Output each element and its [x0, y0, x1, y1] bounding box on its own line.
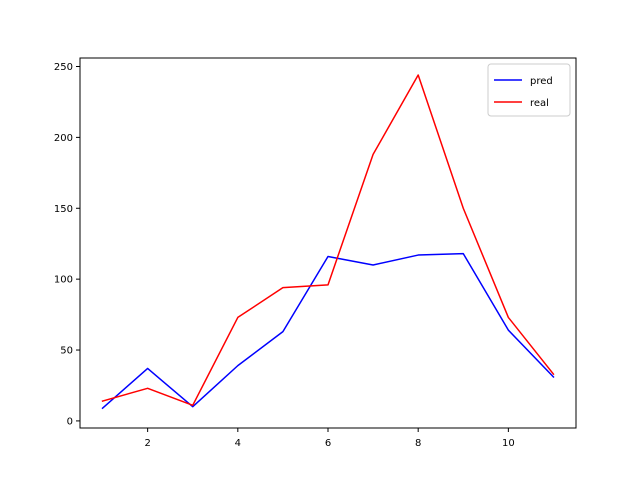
- y-tick-label: 200: [54, 133, 73, 144]
- y-tick-label: 250: [54, 62, 73, 73]
- legend-label-pred: pred: [530, 76, 553, 87]
- legend-label-real: real: [530, 98, 549, 109]
- series-lines: [101, 74, 555, 410]
- series-line-pred: [101, 252, 555, 410]
- y-tick-label: 0: [67, 416, 73, 427]
- plot-area: [80, 58, 576, 428]
- x-axis-ticks: 2 4 6 8 10: [144, 428, 515, 449]
- x-tick-label: 8: [415, 438, 421, 449]
- legend-box: [487, 63, 571, 117]
- legend: pred real: [487, 63, 571, 117]
- y-tick-label: 100: [54, 275, 73, 286]
- x-tick-label: 10: [502, 438, 515, 449]
- plot-frame: [79, 57, 577, 429]
- y-tick-label: 150: [54, 204, 73, 215]
- series-line-real: [101, 74, 555, 407]
- x-tick-label: 2: [144, 438, 150, 449]
- x-tick-label: 4: [235, 438, 241, 449]
- y-axis-ticks: 0 50 100 150 200 250: [54, 62, 80, 427]
- y-tick-label: 50: [60, 346, 73, 357]
- x-tick-label: 6: [325, 438, 331, 449]
